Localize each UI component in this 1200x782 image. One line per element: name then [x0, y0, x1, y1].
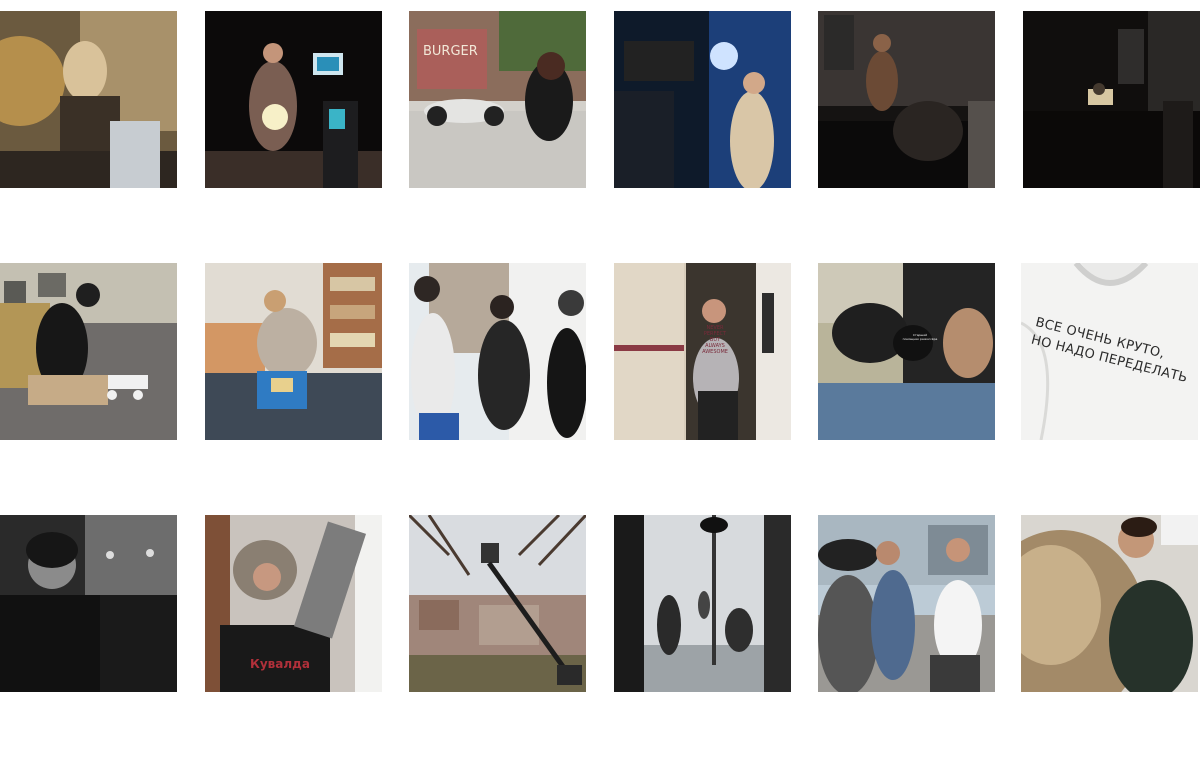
photo-3-image: BURGER	[409, 11, 586, 188]
photo-17-image	[818, 515, 995, 692]
photo-2[interactable]	[205, 11, 382, 188]
photo-4-image	[614, 11, 791, 188]
photo-10-image	[614, 263, 791, 440]
photo-1-image	[0, 11, 177, 188]
photo-1[interactable]	[0, 11, 177, 188]
photo-12[interactable]: ВСЕ ОЧЕНЬ КРУТО, НО НАДО ПЕРЕДЕЛАТЬ	[1021, 263, 1198, 440]
photo-5-image	[818, 11, 995, 188]
photo-11[interactable]: Старший помощник режиссёра	[818, 263, 995, 440]
photo-18-image	[1021, 515, 1198, 692]
photo-16[interactable]	[614, 515, 791, 692]
photo-10[interactable]: NEVER PERFECT BUT ALWAYS AWESOME	[614, 263, 791, 440]
photo-7-image	[0, 263, 177, 440]
photo-15-image	[409, 515, 586, 692]
photo-6[interactable]	[1023, 11, 1200, 188]
tshirt-print: NEVER PERFECT BUT ALWAYS AWESOME	[702, 325, 728, 355]
photo-14[interactable]: Кувалда	[205, 515, 382, 692]
photo-6-image	[1023, 11, 1200, 188]
photo-13-image	[0, 515, 177, 692]
photo-7[interactable]	[0, 263, 177, 440]
photo-12-image	[1021, 263, 1198, 440]
photo-16-image	[614, 515, 791, 692]
photo-15[interactable]	[409, 515, 586, 692]
photo-5[interactable]	[818, 11, 995, 188]
photo-8[interactable]	[205, 263, 382, 440]
photo-13[interactable]	[0, 515, 177, 692]
photo-3[interactable]: BURGER	[409, 11, 586, 188]
photo-4[interactable]	[614, 11, 791, 188]
burger-sign: BURGER	[423, 44, 478, 59]
photo-8-image	[205, 263, 382, 440]
photo-9-image	[409, 263, 586, 440]
photo-17[interactable]	[818, 515, 995, 692]
photo-14-image	[205, 515, 382, 692]
photo-11-image	[818, 263, 995, 440]
band-tshirt-print: Кувалда	[250, 657, 310, 671]
photo-18[interactable]	[1021, 515, 1198, 692]
photo-9[interactable]	[409, 263, 586, 440]
cap-print: Старший помощник режиссёра	[902, 333, 938, 341]
photo-2-image	[205, 11, 382, 188]
